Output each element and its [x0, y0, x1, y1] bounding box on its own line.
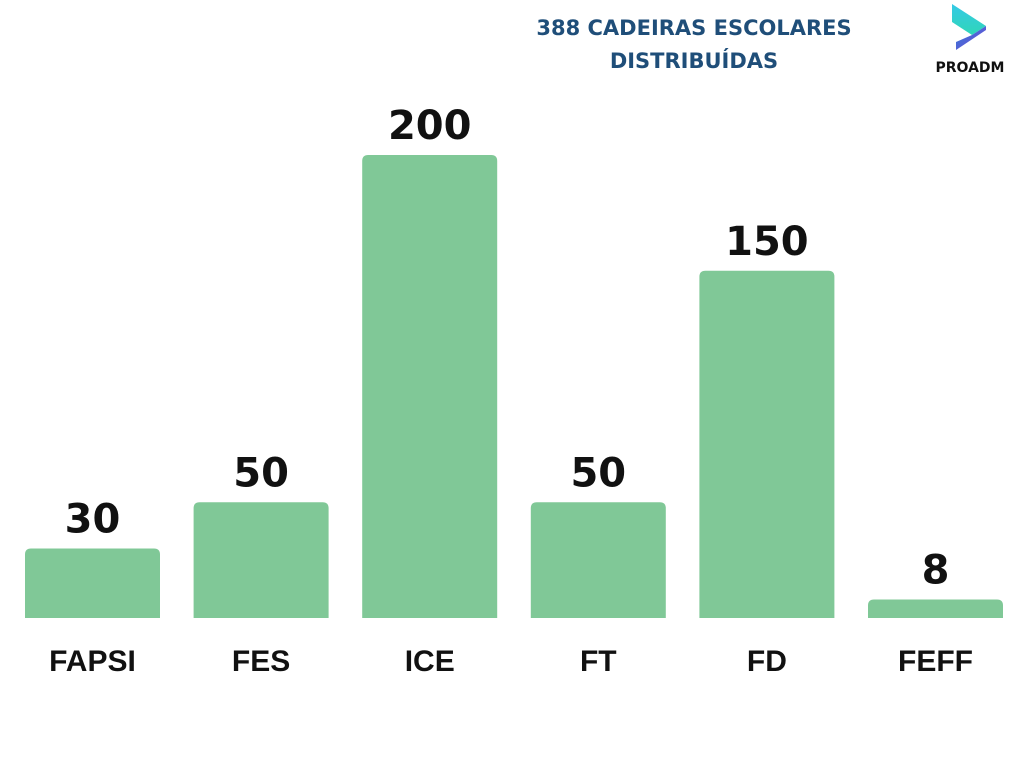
category-label-fes: FES — [232, 645, 290, 678]
value-label-fes: 50 — [233, 450, 289, 496]
category-label-ft: FT — [580, 645, 617, 678]
category-label-ice: ICE — [405, 645, 455, 678]
chart-title-line-1: 388 CADEIRAS ESCOLARES — [536, 16, 852, 40]
brand-logo: PROADM — [920, 2, 1020, 82]
category-label-feff: FEFF — [898, 645, 973, 678]
value-label-feff: 8 — [922, 547, 950, 593]
bar-ice — [362, 155, 498, 618]
value-label-ft: 50 — [570, 450, 626, 496]
chart-title: 388 CADEIRAS ESCOLARES DISTRIBUÍDAS — [494, 12, 894, 78]
bar-fes — [193, 502, 329, 618]
brand-name: PROADM — [935, 60, 1005, 76]
bar-fapsi — [25, 548, 160, 618]
value-label-fapsi: 30 — [65, 497, 121, 543]
play-chevron-icon — [952, 4, 986, 50]
chart-title-line-2: DISTRIBUÍDAS — [609, 49, 779, 73]
value-label-fd: 150 — [725, 219, 809, 265]
bar-fd — [699, 270, 835, 618]
category-label-fapsi: FAPSI — [49, 645, 136, 678]
bar-ft — [530, 502, 666, 618]
category-label-fd: FD — [747, 645, 787, 678]
bar-feff — [868, 599, 1003, 618]
value-label-ice: 200 — [388, 103, 472, 149]
